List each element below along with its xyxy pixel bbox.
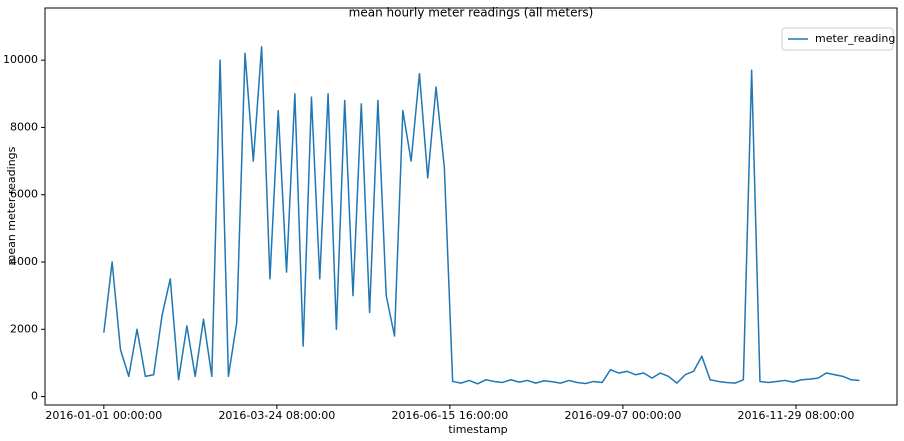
y-tick-label: 0: [31, 390, 38, 403]
y-tick-label: 2000: [10, 322, 38, 335]
y-tick-label: 6000: [10, 188, 38, 201]
x-tick-label: 2016-11-29 08:00:00: [738, 409, 855, 422]
x-tick-label: 2016-03-24 08:00:00: [218, 409, 335, 422]
x-tick-label: 2016-06-15 16:00:00: [391, 409, 508, 422]
y-tick-label: 4000: [10, 255, 38, 268]
x-tick-label: 2016-01-01 00:00:00: [45, 409, 162, 422]
legend-box: [781, 27, 894, 51]
y-tick-label: 8000: [10, 120, 38, 133]
legend-label: meter_reading: [815, 32, 895, 45]
y-tick-label: 10000: [3, 53, 38, 66]
y-axis-label: mean meter readings: [5, 146, 18, 265]
chart-title: mean hourly meter readings (all meters): [349, 6, 594, 20]
data-line: [103, 45, 860, 385]
x-axis-label: timestamp: [448, 423, 507, 436]
plot-frame: [44, 7, 898, 406]
x-tick-label: 2016-09-07 00:00:00: [565, 409, 682, 422]
